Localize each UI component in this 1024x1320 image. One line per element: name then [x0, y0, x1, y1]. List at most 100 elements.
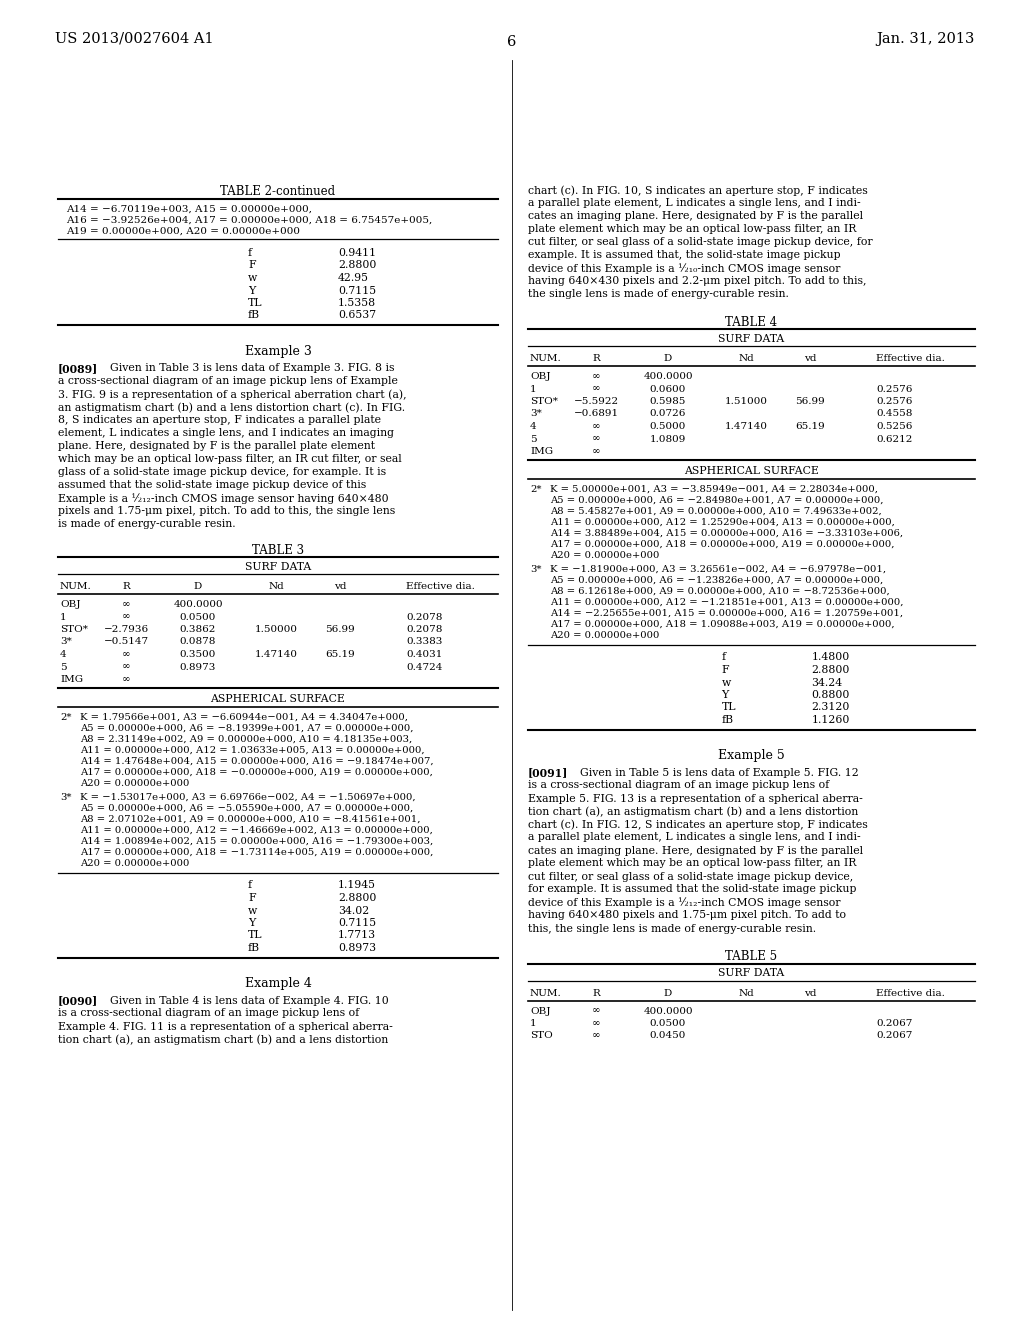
Text: R: R: [592, 989, 600, 998]
Text: Nd: Nd: [738, 989, 754, 998]
Text: device of this Example is a ½₁₀-inch CMOS image sensor: device of this Example is a ½₁₀-inch CMO…: [528, 263, 841, 273]
Text: IMG: IMG: [60, 675, 83, 684]
Text: Example is a ½₁₂-inch CMOS image sensor having 640×480: Example is a ½₁₂-inch CMOS image sensor …: [58, 492, 389, 504]
Text: TL: TL: [248, 298, 262, 308]
Text: 0.6212: 0.6212: [876, 434, 912, 444]
Text: 5: 5: [60, 663, 67, 672]
Text: D: D: [664, 354, 672, 363]
Text: ∞: ∞: [592, 434, 600, 444]
Text: F: F: [248, 894, 256, 903]
Text: Given in Table 4 is lens data of Example 4. FIG. 10: Given in Table 4 is lens data of Example…: [96, 995, 389, 1006]
Text: IMG: IMG: [530, 447, 553, 455]
Text: TABLE 2-continued: TABLE 2-continued: [220, 185, 336, 198]
Text: NUM.: NUM.: [60, 582, 92, 591]
Text: 5: 5: [530, 434, 537, 444]
Text: SURF DATA: SURF DATA: [719, 334, 784, 345]
Text: is a cross-sectional diagram of an image pickup lens of: is a cross-sectional diagram of an image…: [528, 780, 829, 791]
Text: A17 = 0.00000e+000, A18 = 0.00000e+000, A19 = 0.00000e+000,: A17 = 0.00000e+000, A18 = 0.00000e+000, …: [550, 540, 895, 549]
Text: 0.9411: 0.9411: [338, 248, 376, 257]
Text: [0091]: [0091]: [528, 767, 568, 779]
Text: 400.0000: 400.0000: [643, 372, 693, 381]
Text: vd: vd: [804, 354, 816, 363]
Text: chart (c). In FIG. 10, S indicates an aperture stop, F indicates: chart (c). In FIG. 10, S indicates an ap…: [528, 185, 867, 195]
Text: Nd: Nd: [738, 354, 754, 363]
Text: A20 = 0.00000e+000: A20 = 0.00000e+000: [550, 550, 659, 560]
Text: 0.0500: 0.0500: [180, 612, 216, 622]
Text: 2*: 2*: [60, 713, 72, 722]
Text: Effective dia.: Effective dia.: [876, 989, 945, 998]
Text: is a cross-sectional diagram of an image pickup lens of: is a cross-sectional diagram of an image…: [58, 1008, 359, 1019]
Text: A5 = 0.00000e+000, A6 = −2.84980e+001, A7 = 0.00000e+000,: A5 = 0.00000e+000, A6 = −2.84980e+001, A…: [550, 495, 884, 504]
Text: A16 = −3.92526e+004, A17 = 0.00000e+000, A18 = 6.75457e+005,: A16 = −3.92526e+004, A17 = 0.00000e+000,…: [66, 216, 432, 224]
Text: a parallel plate element, L indicates a single lens, and I indi-: a parallel plate element, L indicates a …: [528, 198, 860, 209]
Text: A11 = 0.00000e+000, A12 = 1.25290e+004, A13 = 0.00000e+000,: A11 = 0.00000e+000, A12 = 1.25290e+004, …: [550, 517, 895, 527]
Text: vd: vd: [334, 582, 346, 591]
Text: 4: 4: [60, 649, 67, 659]
Text: which may be an optical low-pass filter, an IR cut filter, or seal: which may be an optical low-pass filter,…: [58, 454, 401, 465]
Text: ASPHERICAL SURFACE: ASPHERICAL SURFACE: [684, 466, 819, 477]
Text: ∞: ∞: [592, 384, 600, 393]
Text: the single lens is made of energy-curable resin.: the single lens is made of energy-curabl…: [528, 289, 788, 300]
Text: 3*: 3*: [530, 409, 542, 418]
Text: having 640×430 pixels and 2.2-μm pixel pitch. To add to this,: having 640×430 pixels and 2.2-μm pixel p…: [528, 276, 866, 286]
Text: Example 3: Example 3: [245, 345, 311, 358]
Text: A5 = 0.00000e+000, A6 = −5.05590e+000, A7 = 0.00000e+000,: A5 = 0.00000e+000, A6 = −5.05590e+000, A…: [80, 804, 414, 813]
Text: 0.5985: 0.5985: [650, 397, 686, 407]
Text: f: f: [722, 652, 726, 663]
Text: 3*: 3*: [60, 638, 72, 647]
Text: 0.2078: 0.2078: [406, 624, 442, 634]
Text: fB: fB: [248, 310, 260, 321]
Text: vd: vd: [804, 989, 816, 998]
Text: −0.5147: −0.5147: [103, 638, 148, 647]
Text: A11 = 0.00000e+000, A12 = −1.21851e+001, A13 = 0.00000e+000,: A11 = 0.00000e+000, A12 = −1.21851e+001,…: [550, 598, 903, 606]
Text: −0.6891: −0.6891: [573, 409, 618, 418]
Text: 1.47140: 1.47140: [255, 649, 298, 659]
Text: K = −1.81900e+000, A3 = 3.26561e−002, A4 = −6.97978e−001,: K = −1.81900e+000, A3 = 3.26561e−002, A4…: [550, 565, 886, 573]
Text: ∞: ∞: [122, 612, 130, 622]
Text: cut filter, or seal glass of a solid-state image pickup device, for: cut filter, or seal glass of a solid-sta…: [528, 238, 872, 247]
Text: Example 4: Example 4: [245, 978, 311, 990]
Text: A8 = 5.45827e+001, A9 = 0.00000e+000, A10 = 7.49633e+002,: A8 = 5.45827e+001, A9 = 0.00000e+000, A1…: [550, 507, 882, 516]
Text: ∞: ∞: [592, 1019, 600, 1028]
Text: STO*: STO*: [530, 397, 558, 407]
Text: 0.0600: 0.0600: [650, 384, 686, 393]
Text: OBJ: OBJ: [60, 601, 81, 609]
Text: f: f: [248, 880, 252, 891]
Text: A19 = 0.00000e+000, A20 = 0.00000e+000: A19 = 0.00000e+000, A20 = 0.00000e+000: [66, 227, 300, 236]
Text: this, the single lens is made of energy-curable resin.: this, the single lens is made of energy-…: [528, 924, 816, 933]
Text: A14 = −6.70119e+003, A15 = 0.00000e+000,: A14 = −6.70119e+003, A15 = 0.00000e+000,: [66, 205, 312, 214]
Text: 65.19: 65.19: [795, 422, 825, 432]
Text: a cross-sectional diagram of an image pickup lens of Example: a cross-sectional diagram of an image pi…: [58, 376, 398, 385]
Text: R: R: [122, 582, 130, 591]
Text: ∞: ∞: [122, 675, 130, 684]
Text: 0.0726: 0.0726: [650, 409, 686, 418]
Text: A8 = 6.12618e+000, A9 = 0.00000e+000, A10 = −8.72536e+000,: A8 = 6.12618e+000, A9 = 0.00000e+000, A1…: [550, 586, 890, 595]
Text: Jan. 31, 2013: Jan. 31, 2013: [877, 32, 975, 46]
Text: assumed that the solid-state image pickup device of this: assumed that the solid-state image picku…: [58, 480, 367, 490]
Text: D: D: [664, 989, 672, 998]
Text: 1.1945: 1.1945: [338, 880, 376, 891]
Text: plate element which may be an optical low-pass filter, an IR: plate element which may be an optical lo…: [528, 224, 856, 234]
Text: 34.02: 34.02: [338, 906, 370, 916]
Text: device of this Example is a ½₁₂-inch CMOS image sensor: device of this Example is a ½₁₂-inch CMO…: [528, 898, 841, 908]
Text: w: w: [248, 906, 257, 916]
Text: [0090]: [0090]: [58, 995, 98, 1006]
Text: for example. It is assumed that the solid-state image pickup: for example. It is assumed that the soli…: [528, 884, 856, 895]
Text: A17 = 0.00000e+000, A18 = −0.00000e+000, A19 = 0.00000e+000,: A17 = 0.00000e+000, A18 = −0.00000e+000,…: [80, 767, 433, 776]
Text: 1.4800: 1.4800: [811, 652, 850, 663]
Text: 1.0809: 1.0809: [650, 434, 686, 444]
Text: plate element which may be an optical low-pass filter, an IR: plate element which may be an optical lo…: [528, 858, 856, 869]
Text: A5 = 0.00000e+000, A6 = −1.23826e+000, A7 = 0.00000e+000,: A5 = 0.00000e+000, A6 = −1.23826e+000, A…: [550, 576, 884, 585]
Text: 400.0000: 400.0000: [173, 601, 223, 609]
Text: 4: 4: [530, 422, 537, 432]
Text: 0.2576: 0.2576: [876, 397, 912, 407]
Text: Y: Y: [248, 917, 255, 928]
Text: ∞: ∞: [592, 422, 600, 432]
Text: K = 5.00000e+001, A3 = −3.85949e−001, A4 = 2.28034e+000,: K = 5.00000e+001, A3 = −3.85949e−001, A4…: [550, 484, 878, 494]
Text: cut filter, or seal glass of a solid-state image pickup device,: cut filter, or seal glass of a solid-sta…: [528, 871, 853, 882]
Text: w: w: [722, 677, 731, 688]
Text: Y: Y: [722, 690, 729, 700]
Text: 0.2576: 0.2576: [876, 384, 912, 393]
Text: is made of energy-curable resin.: is made of energy-curable resin.: [58, 519, 236, 529]
Text: 6: 6: [507, 36, 517, 49]
